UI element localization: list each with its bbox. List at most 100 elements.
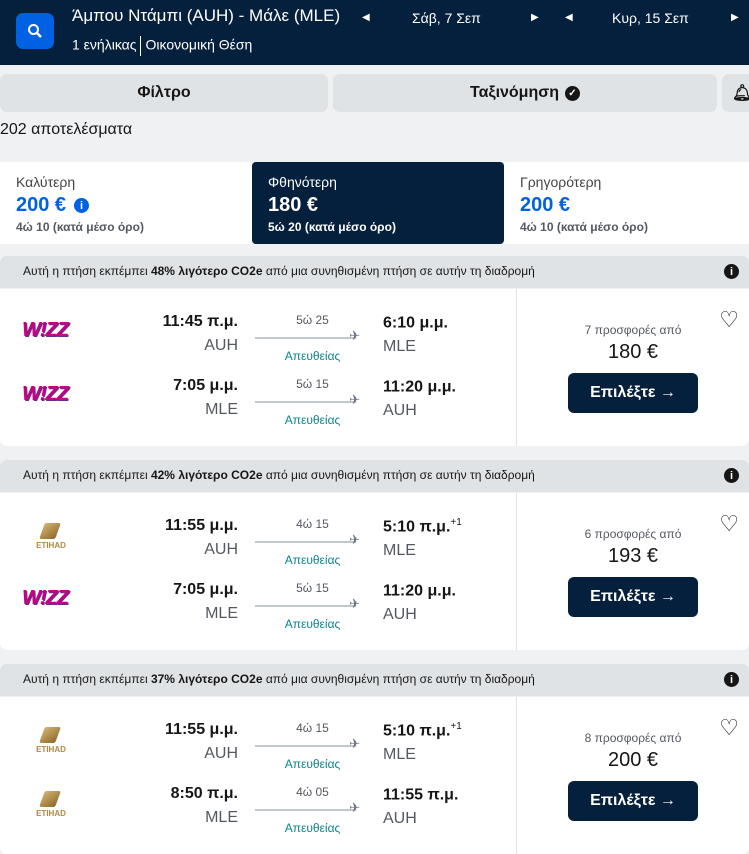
info-icon[interactable]: i (724, 672, 739, 687)
cabin-class: Οικονομική Θέση (145, 36, 253, 53)
plane-icon: ✈ (349, 800, 360, 815)
eco-percent: 48% (150, 264, 175, 278)
departure-time: 11:55 μ.μ. (165, 517, 238, 534)
sort-button[interactable]: Ταξινόμηση ✓ (333, 74, 717, 112)
depart-date[interactable]: Σάβ, 7 Σεπ (412, 10, 481, 26)
tab-price: 200 € (16, 194, 67, 216)
price: 193 € (607, 545, 659, 567)
eco-text: από μια συνηθισμένη πτήση σε αυτήν τη δι… (262, 672, 535, 686)
departure-airport: AUH (204, 337, 238, 354)
tab-duration: 5ώ 20 (κατά μέσο όρο) (268, 220, 396, 234)
heart-icon[interactable]: ♡ (719, 511, 739, 536)
flight-leg: W!ZZ 11:45 π.μ. AUH 5ώ 25 ✈ Απευθείας 6:10 … (0, 313, 516, 373)
return-prev-arrow[interactable]: ◀ (565, 12, 573, 23)
return-date[interactable]: Κυρ, 15 Σεπ (612, 10, 689, 26)
search-icon (28, 24, 42, 38)
route-title[interactable]: Άμπου Ντάμπι (AUH) - Μάλε (MLE) (72, 6, 341, 25)
stops: Απευθείας (284, 349, 341, 363)
sort-tab-2[interactable]: Γρηγορότερη 200 € 4ώ 10 (κατά μέσο όρο) (504, 162, 749, 244)
select-button[interactable]: Επιλέξτε → (568, 373, 698, 413)
eco-percent: 42% (150, 468, 175, 482)
departure-time: 11:55 μ.μ. (165, 721, 238, 738)
eco-text: από μια συνηθισμένη πτήση σε αυτήν τη δι… (262, 468, 535, 482)
select-button[interactable]: Επιλέξτε → (568, 577, 698, 617)
day-offset: +1 (450, 721, 462, 732)
eco-text: Αυτή η πτήση εκπέμπει (23, 468, 151, 482)
select-button[interactable]: Επιλέξτε → (568, 781, 698, 821)
plane-icon: ✈ (349, 392, 360, 407)
plane-icon: ✈ (349, 596, 360, 611)
eco-text: από μια συνηθισμένη πτήση σε αυτήν τη δι… (262, 264, 535, 278)
airline-logo: ETIHAD (28, 791, 74, 818)
tab-price: 180 € (268, 194, 319, 216)
offers-count: 8 προσφορές από (584, 731, 682, 745)
arrival-airport: AUH (383, 810, 417, 828)
departure-time: 11:45 π.μ. (162, 313, 238, 330)
airline-logo: ETIHAD (28, 523, 74, 550)
departure-airport: AUH (204, 541, 238, 558)
duration: 5ώ 15 (296, 377, 329, 391)
tab-duration: 4ώ 10 (κατά μέσο όρο) (520, 220, 648, 234)
plane-icon: ✈ (349, 736, 360, 751)
filter-button[interactable]: Φίλτρο (0, 74, 328, 112)
eco-banner: Αυτή η πτήση εκπέμπει 48% λιγότερο CO2e … (0, 256, 749, 288)
price-alert-button[interactable]: 🔔︎ (722, 74, 749, 112)
sort-tab-0[interactable]: Καλύτερη 200 € i 4ώ 10 (κατά μέσο όρο) (0, 162, 252, 244)
tab-label: Καλύτερη (16, 174, 76, 190)
arrival-time: 5:10 π.μ. (383, 722, 451, 740)
stops: Απευθείας (284, 757, 341, 771)
result-card[interactable]: ETIHAD 11:55 μ.μ. AUH 4ώ 15 ✈ Απευθείας 5:1… (0, 697, 749, 854)
arrival-airport: AUH (383, 606, 417, 624)
result-card[interactable]: W!ZZ 11:45 π.μ. AUH 5ώ 25 ✈ Απευθείας 6:10 … (0, 289, 749, 446)
offers-count: 6 προσφορές από (584, 527, 682, 541)
filter-label: Φίλτρο (137, 84, 191, 101)
route-line: ✈ (255, 532, 360, 547)
eco-less: λιγότερο CO2e (178, 672, 263, 686)
plane-icon: ✈ (349, 532, 360, 547)
arrival-airport: AUH (383, 402, 417, 420)
departure-airport: MLE (205, 401, 238, 418)
info-icon[interactable]: i (74, 198, 90, 213)
day-offset: +1 (450, 517, 462, 528)
depart-prev-arrow[interactable]: ◀ (362, 12, 370, 23)
arrival-time: 11:20 μ.μ. (383, 378, 456, 396)
heart-icon[interactable]: ♡ (719, 715, 739, 740)
info-icon[interactable]: i (724, 264, 739, 279)
duration: 4ώ 05 (296, 785, 329, 799)
airline-logo: W!ZZ (22, 319, 69, 341)
stops: Απευθείας (284, 617, 341, 631)
departure-time: 7:05 μ.μ. (173, 581, 238, 598)
departure-airport: MLE (205, 809, 238, 826)
return-next-arrow[interactable]: ▶ (731, 12, 739, 23)
eco-banner: Αυτή η πτήση εκπέμπει 37% λιγότερο CO2e … (0, 664, 749, 696)
airline-logo: W!ZZ (22, 587, 69, 609)
heart-icon[interactable]: ♡ (719, 307, 739, 332)
divider (516, 493, 517, 650)
duration: 5ώ 15 (296, 581, 329, 595)
tab-label: Φθηνότερη (268, 174, 337, 190)
duration: 5ώ 25 (296, 313, 329, 327)
arrival-time: 5:10 π.μ. (383, 518, 451, 536)
check-circle-icon: ✓ (564, 85, 580, 101)
sort-tab-1[interactable]: Φθηνότερη 180 € 5ώ 20 (κατά μέσο όρο) (252, 162, 504, 244)
arrival-airport: MLE (383, 338, 416, 356)
route-line: ✈ (255, 800, 360, 815)
result-card[interactable]: ETIHAD 11:55 μ.μ. AUH 4ώ 15 ✈ Απευθείας 5:1… (0, 493, 749, 650)
eco-text: Αυτή η πτήση εκπέμπει (23, 672, 151, 686)
arrival-time: 11:20 μ.μ. (383, 582, 456, 600)
departure-time: 7:05 μ.μ. (173, 377, 238, 394)
flight-leg: W!ZZ 7:05 μ.μ. MLE 5ώ 15 ✈ Απευθείας 11:20 … (0, 377, 516, 437)
tab-label: Γρηγορότερη (520, 174, 602, 190)
eco-banner: Αυτή η πτήση εκπέμπει 42% λιγότερο CO2e … (0, 460, 749, 492)
price: 180 € (607, 341, 659, 363)
arrival-airport: MLE (383, 542, 416, 560)
departure-time: 8:50 π.μ. (170, 785, 238, 802)
route-line: ✈ (255, 392, 360, 407)
stops: Απευθείας (284, 821, 341, 835)
flight-leg: W!ZZ 7:05 μ.μ. MLE 5ώ 15 ✈ Απευθείας 11:20 … (0, 581, 516, 641)
search-button[interactable] (16, 13, 54, 49)
trip-details[interactable]: 1 ενήλικας Οικονομική Θέση (72, 36, 252, 56)
info-icon[interactable]: i (724, 468, 739, 483)
price: 200 € (607, 749, 659, 771)
depart-next-arrow[interactable]: ▶ (531, 12, 539, 23)
